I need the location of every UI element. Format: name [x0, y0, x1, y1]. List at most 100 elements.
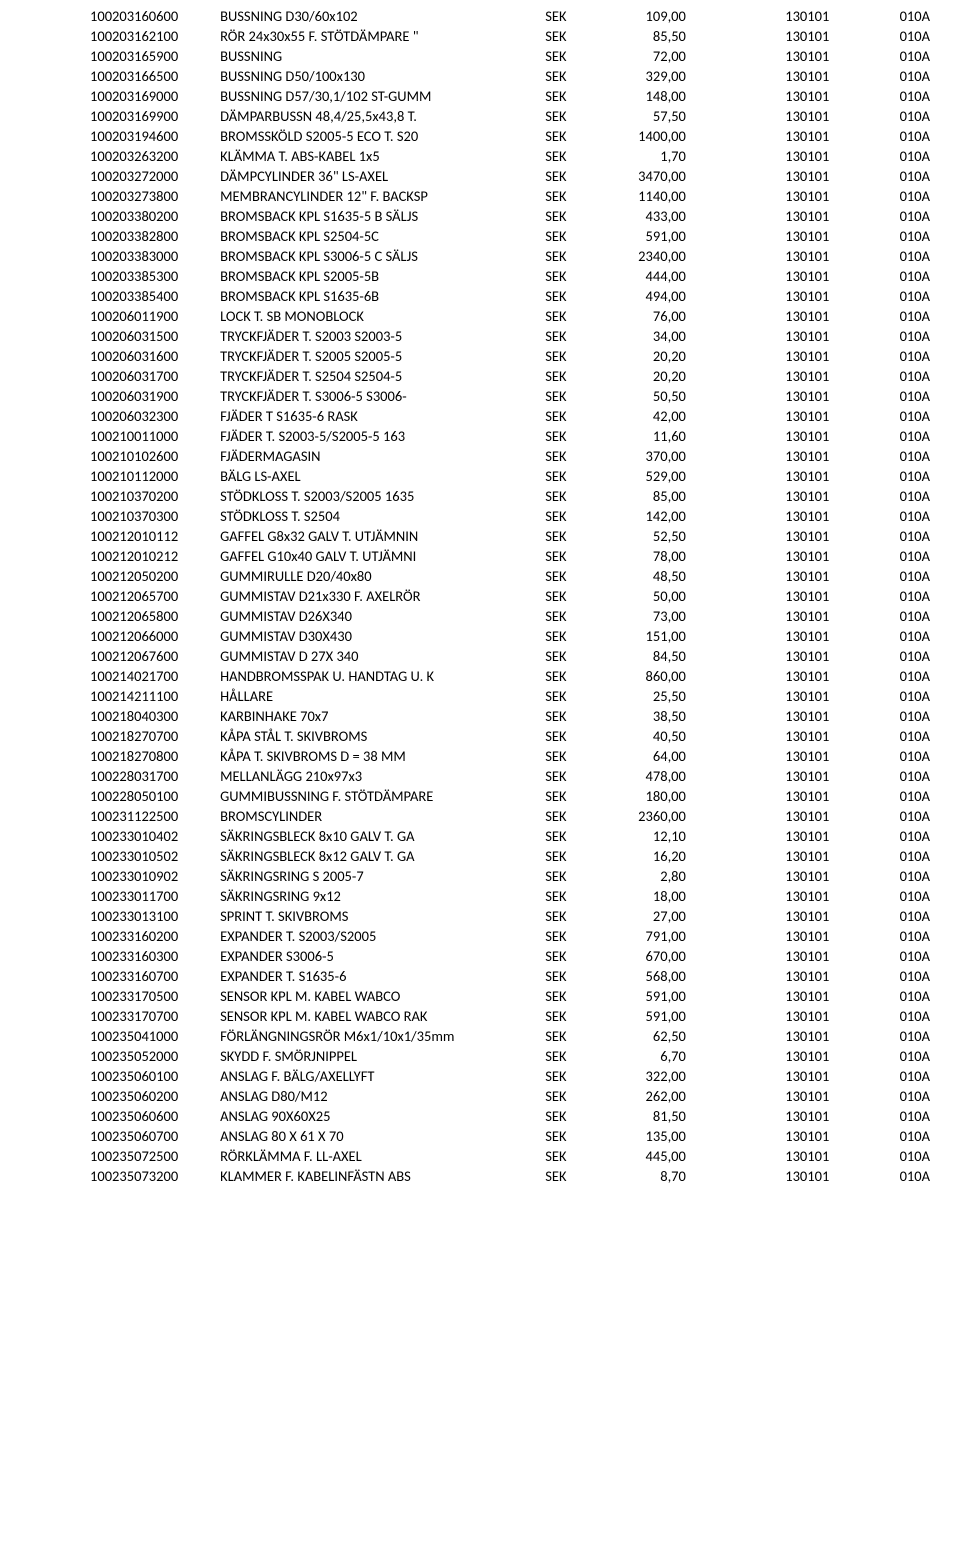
description: EXPANDER T. S1635-6	[220, 966, 545, 986]
table-row: 100233170500SENSOR KPL M. KABEL WABCOSEK…	[90, 986, 930, 1006]
code: 010A	[869, 1106, 930, 1126]
currency: SEK	[545, 1126, 591, 1146]
description: HANDBROMSSPAK U. HANDTAG U. K	[220, 666, 545, 686]
table-row: 100218040300KARBINHAKE 70x7SEK38,5013010…	[90, 706, 930, 726]
article-number: 100235072500	[90, 1146, 220, 1166]
price: 433,00	[592, 206, 746, 226]
code: 010A	[869, 326, 930, 346]
description: KLAMMER F. KABELINFÄSTN ABS	[220, 1166, 545, 1186]
description: MELLANLÄGG 210x97x3	[220, 766, 545, 786]
price: 494,00	[592, 286, 746, 306]
currency: SEK	[545, 1046, 591, 1066]
price: 591,00	[592, 226, 746, 246]
code: 010A	[869, 1066, 930, 1086]
date: 130101	[746, 1026, 869, 1046]
table-row: 100218270700KÅPA STÅL T. SKIVBROMSSEK40,…	[90, 726, 930, 746]
date: 130101	[746, 1086, 869, 1106]
price: 18,00	[592, 886, 746, 906]
price: 791,00	[592, 926, 746, 946]
code: 010A	[869, 726, 930, 746]
code: 010A	[869, 126, 930, 146]
code: 010A	[869, 166, 930, 186]
description: RÖRKLÄMMA F. LL-AXEL	[220, 1146, 545, 1166]
date: 130101	[746, 366, 869, 386]
code: 010A	[869, 786, 930, 806]
description: SÄKRINGSBLECK 8x10 GALV T. GA	[220, 826, 545, 846]
description: RÖR 24x30x55 F. STÖTDÄMPARE "	[220, 26, 545, 46]
table-row: 100210112000BÄLG LS-AXELSEK529,001301010…	[90, 466, 930, 486]
code: 010A	[869, 806, 930, 826]
table-row: 100206031900TRYCKFJÄDER T. S3006-5 S3006…	[90, 386, 930, 406]
description: ANSLAG D80/M12	[220, 1086, 545, 1106]
article-number: 100206011900	[90, 306, 220, 326]
article-number: 100214211100	[90, 686, 220, 706]
date: 130101	[746, 46, 869, 66]
article-number: 100212066000	[90, 626, 220, 646]
description: KLÄMMA T. ABS-KABEL 1x5	[220, 146, 545, 166]
article-number: 100212050200	[90, 566, 220, 586]
price: 591,00	[592, 986, 746, 1006]
description: STÖDKLOSS T. S2003/S2005 1635	[220, 486, 545, 506]
table-row: 100203273800MEMBRANCYLINDER 12" F. BACKS…	[90, 186, 930, 206]
currency: SEK	[545, 806, 591, 826]
price: 81,50	[592, 1106, 746, 1126]
description: BROMSCYLINDER	[220, 806, 545, 826]
price: 1,70	[592, 146, 746, 166]
code: 010A	[869, 286, 930, 306]
article-number: 100235060700	[90, 1126, 220, 1146]
description: TRYCKFJÄDER T. S3006-5 S3006-	[220, 386, 545, 406]
date: 130101	[746, 546, 869, 566]
description: BROMSSKÖLD S2005-5 ECO T. S20	[220, 126, 545, 146]
description: BROMSBACK KPL S1635-6B	[220, 286, 545, 306]
description: ANSLAG 80 X 61 X 70	[220, 1126, 545, 1146]
description: GAFFEL G10x40 GALV T. UTJÄMNI	[220, 546, 545, 566]
description: SKYDD F. SMÖRJNIPPEL	[220, 1046, 545, 1066]
price: 180,00	[592, 786, 746, 806]
article-number: 100210370300	[90, 506, 220, 526]
price: 135,00	[592, 1126, 746, 1146]
price: 72,00	[592, 46, 746, 66]
currency: SEK	[545, 886, 591, 906]
article-number: 100210011000	[90, 426, 220, 446]
currency: SEK	[545, 406, 591, 426]
price: 568,00	[592, 966, 746, 986]
code: 010A	[869, 186, 930, 206]
article-number: 100233170500	[90, 986, 220, 1006]
table-row: 100233013100SPRINT T. SKIVBROMSSEK27,001…	[90, 906, 930, 926]
article-number: 100233160700	[90, 966, 220, 986]
table-row: 100203382800BROMSBACK KPL S2504-5CSEK591…	[90, 226, 930, 246]
price: 670,00	[592, 946, 746, 966]
currency: SEK	[545, 206, 591, 226]
article-number: 100235060100	[90, 1066, 220, 1086]
description: TRYCKFJÄDER T. S2005 S2005-5	[220, 346, 545, 366]
table-row: 100214211100HÅLLARESEK25,50130101010A	[90, 686, 930, 706]
code: 010A	[869, 346, 930, 366]
description: KARBINHAKE 70x7	[220, 706, 545, 726]
date: 130101	[746, 606, 869, 626]
code: 010A	[869, 106, 930, 126]
date: 130101	[746, 326, 869, 346]
description: FJÄDER T S1635-6 RASK	[220, 406, 545, 426]
date: 130101	[746, 26, 869, 46]
price: 85,50	[592, 26, 746, 46]
currency: SEK	[545, 326, 591, 346]
currency: SEK	[545, 766, 591, 786]
price: 76,00	[592, 306, 746, 326]
article-number: 100228031700	[90, 766, 220, 786]
table-row: 100233160200EXPANDER T. S2003/S2005SEK79…	[90, 926, 930, 946]
price: 444,00	[592, 266, 746, 286]
table-row: 100235072500RÖRKLÄMMA F. LL-AXELSEK445,0…	[90, 1146, 930, 1166]
table-row: 100212065800GUMMISTAV D26X340SEK73,00130…	[90, 606, 930, 626]
code: 010A	[869, 26, 930, 46]
price: 85,00	[592, 486, 746, 506]
table-row: 100210370300STÖDKLOSS T. S2504SEK142,001…	[90, 506, 930, 526]
price: 2340,00	[592, 246, 746, 266]
date: 130101	[746, 306, 869, 326]
table-row: 100212050200GUMMIRULLE D20/40x80SEK48,50…	[90, 566, 930, 586]
article-number: 100206032300	[90, 406, 220, 426]
table-row: 100203272000DÄMPCYLINDER 36" LS-AXELSEK3…	[90, 166, 930, 186]
price: 48,50	[592, 566, 746, 586]
currency: SEK	[545, 426, 591, 446]
currency: SEK	[545, 66, 591, 86]
code: 010A	[869, 686, 930, 706]
